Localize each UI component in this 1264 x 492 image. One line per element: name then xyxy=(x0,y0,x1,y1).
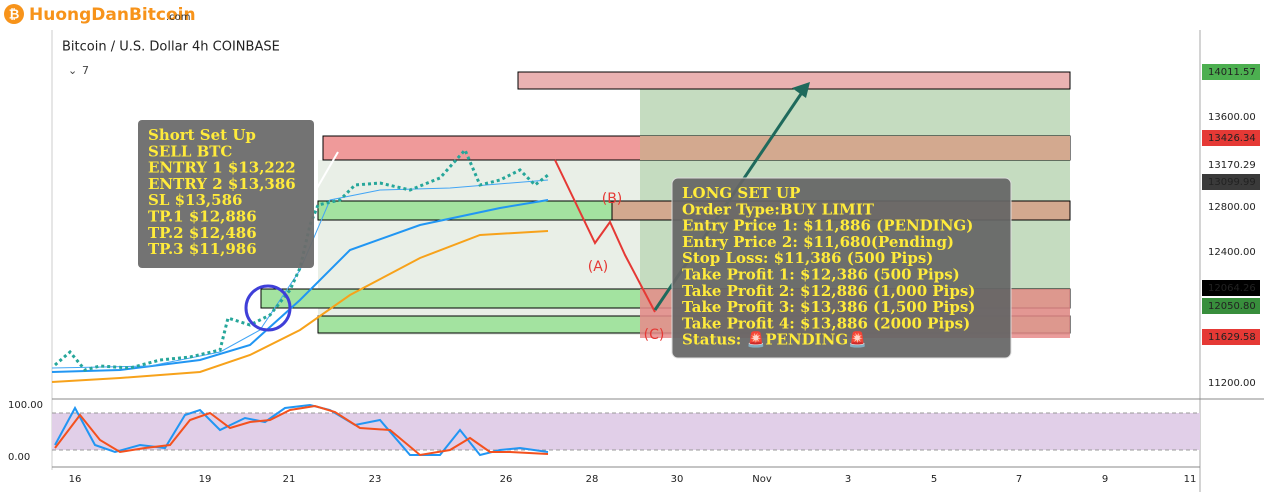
price-label: 12800.00 xyxy=(1208,202,1256,213)
long-setup-line: LONG SET UP xyxy=(682,184,800,202)
date-label: 16 xyxy=(69,474,82,485)
highlight-circle xyxy=(244,284,292,332)
tp1-zone xyxy=(317,200,613,221)
date-label: 28 xyxy=(586,474,599,485)
short-setup-line: TP.1 $12,886 xyxy=(148,208,257,226)
ma-mid xyxy=(51,199,549,373)
indicator-count: 7 xyxy=(82,64,89,77)
date-label: 3 xyxy=(845,474,851,485)
short-setup-box xyxy=(138,120,314,268)
long-setup-line: Take Profit 2: $12,886 (1,000 Pips) xyxy=(682,282,975,300)
long-setup-line: Take Profit 1: $12,386 (500 Pips) xyxy=(682,266,960,284)
date-label: 26 xyxy=(500,474,513,485)
short-setup-line: Short Set Up xyxy=(148,126,256,144)
long-setup-line: Entry Price 2: $11,680(Pending) xyxy=(682,233,954,251)
long-setup-line: Entry Price 1: $11,886 (PENDING) xyxy=(682,217,973,235)
price-label: 11200.00 xyxy=(1208,378,1256,389)
date-label: 9 xyxy=(1102,474,1108,485)
short-setup-line: SL $13,586 xyxy=(148,191,242,209)
osc-label: 100.00 xyxy=(8,400,43,411)
pointer-line xyxy=(312,151,339,196)
logo-name: HuongDanBitcoin xyxy=(29,5,196,25)
date-label: 5 xyxy=(931,474,937,485)
logo-suffix: .com xyxy=(166,12,191,23)
date-label: 11 xyxy=(1184,474,1197,485)
date-label: 7 xyxy=(1016,474,1022,485)
osc-label: 0.00 xyxy=(8,452,30,463)
short-setup-line: TP.2 $12,486 xyxy=(148,224,257,242)
short-setup-line: ENTRY 2 $13,386 xyxy=(148,175,296,193)
price-label: 13600.00 xyxy=(1208,112,1256,123)
short-setup-line: TP.3 $11,986 xyxy=(148,240,257,258)
date-label: 21 xyxy=(283,474,296,485)
wave-label: (B) xyxy=(602,191,623,207)
price-label: 13170.29 xyxy=(1208,160,1256,171)
price-label: 13426.34 xyxy=(1208,133,1256,144)
wave-label: (A) xyxy=(588,259,609,275)
date-label: 19 xyxy=(199,474,212,485)
logo-icon xyxy=(4,4,24,24)
date-label: 23 xyxy=(369,474,382,485)
indicator-toggle[interactable]: ⌄ xyxy=(68,64,77,77)
symbol-title: Bitcoin / U.S. Dollar 4h COINBASE xyxy=(62,40,280,55)
price-badge xyxy=(1202,130,1260,146)
date-label: 30 xyxy=(671,474,684,485)
wave-path xyxy=(554,159,656,313)
price-label: 12050.80 xyxy=(1208,301,1256,312)
wave-label: (C) xyxy=(644,327,665,343)
price-label: 13099.99 xyxy=(1208,177,1256,188)
price-badge xyxy=(1202,64,1260,80)
price-label: 12400.00 xyxy=(1208,247,1256,258)
price-label: 14011.57 xyxy=(1208,67,1256,78)
osc-d xyxy=(54,404,549,457)
long-setup-line: Status: 🚨PENDING🚨 xyxy=(682,331,867,349)
short-setup-line: ENTRY 1 $13,222 xyxy=(148,159,296,177)
ma-slow xyxy=(51,230,549,383)
price-badge xyxy=(1202,280,1260,296)
date-label: Nov xyxy=(752,474,772,485)
price-label: 11629.58 xyxy=(1208,332,1256,343)
price-badge xyxy=(1202,298,1260,314)
logo-symbol: ₿ xyxy=(9,8,20,23)
sell-zone-right xyxy=(640,136,1070,160)
long-setup-line: Take Profit 4: $13,886 (2000 Pips) xyxy=(682,314,970,332)
long-setup-line: Stop Loss: $11,386 (500 Pips) xyxy=(682,249,933,267)
short-setup-line: SELL BTC xyxy=(148,142,232,160)
long-setup-line: Take Profit 3: $13,386 (1,500 Pips) xyxy=(682,298,975,316)
price-badge xyxy=(1202,174,1260,190)
resistance-box xyxy=(517,71,1071,90)
osc-k xyxy=(54,403,549,457)
arrow-head xyxy=(792,82,810,98)
price-label: 12064.26 xyxy=(1208,283,1256,294)
long-setup-line: Order Type:BUY LIMIT xyxy=(682,200,875,218)
oscillator-band xyxy=(52,413,1200,450)
header xyxy=(0,0,1264,30)
price-badge xyxy=(1202,329,1260,345)
long-setup-box xyxy=(671,177,1012,359)
